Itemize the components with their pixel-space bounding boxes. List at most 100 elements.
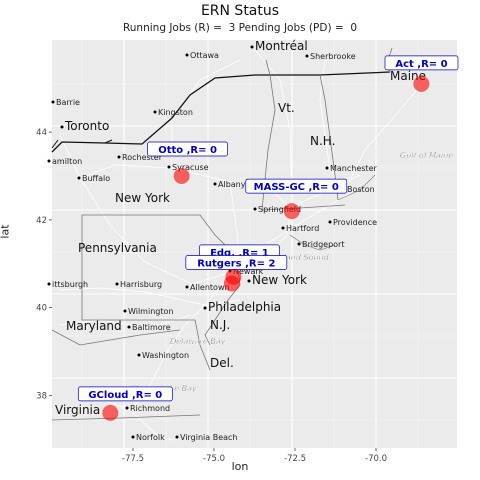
place-label-richmond: Richmond — [130, 404, 170, 413]
place-label-springfield: Springfield — [258, 205, 301, 214]
place-label-amilton: amilton — [52, 157, 82, 166]
place-label-virginia-beach: Virginia Beach — [180, 433, 238, 442]
city-dot — [60, 125, 64, 129]
site-label: MASS-GC ,R= 0 — [254, 182, 339, 193]
city-dot — [305, 54, 309, 58]
place-label-manchester: Manchester — [330, 164, 377, 173]
place-label-philadelphia: Philadelphia — [208, 300, 281, 314]
boundaries — [51, 47, 393, 421]
place-label-vt-: Vt. — [278, 101, 295, 115]
site-label: Act ,R= 0 — [395, 59, 447, 70]
city-dot — [125, 406, 129, 410]
place-label-ittsburgh: ittsburgh — [52, 280, 88, 289]
site-label: Edg. ,R= 1 — [210, 248, 269, 259]
city-dot — [47, 159, 51, 163]
site-marker[interactable] — [283, 203, 300, 220]
place-label-toronto: Toronto — [64, 119, 109, 133]
place-label-bridgeport: Bridgeport — [302, 240, 344, 249]
x-tick-label: -77.5 — [122, 454, 144, 464]
city-dot — [185, 285, 189, 289]
city-dot — [115, 282, 119, 286]
chart-subtitle: Running Jobs (R) = 3 Pending Jobs (PD) =… — [122, 22, 358, 34]
site-label-box — [185, 255, 288, 270]
site-label-box — [384, 55, 459, 71]
city-dot — [131, 435, 135, 439]
city-dot — [51, 100, 55, 104]
site-marker[interactable] — [223, 275, 240, 292]
place-label-hartford: Hartford — [286, 224, 319, 233]
city-dot — [117, 155, 121, 159]
place-label-norfolk: Norfolk — [136, 433, 165, 442]
site-marker[interactable] — [413, 75, 430, 92]
place-label-barrie: Barrie — [56, 98, 80, 107]
place-label-new-york: New York — [115, 191, 170, 205]
city-dot — [328, 220, 332, 224]
city-dot — [281, 226, 285, 230]
city-dot — [77, 176, 81, 180]
plot-panel — [52, 40, 457, 448]
x-tick-label: -75.0 — [203, 454, 225, 464]
y-axis-label: lat — [0, 224, 12, 239]
city-dot — [153, 110, 157, 114]
site-markers: Act ,R= 0 Otto ,R= 0 MASS-GC ,R= 0 Edg. ,R=… — [77, 55, 459, 421]
site-label-box — [245, 178, 348, 194]
city-dot — [297, 242, 301, 246]
place-label-rochester: Rochester — [122, 153, 163, 162]
site-label-box — [147, 141, 228, 157]
city-dot — [175, 435, 179, 439]
axes: -77.5 -75.0 -72.5 -70.0 38 40 42 44 — [36, 128, 387, 464]
y-tick-label: 40 — [36, 304, 47, 314]
site-label: Otto ,R= 0 — [158, 145, 217, 156]
site-label-box — [77, 386, 173, 402]
city-dot — [167, 165, 171, 169]
site-label: GCloud ,R= 0 — [88, 390, 162, 401]
place-label-washington: Washington — [142, 351, 189, 360]
city-dot — [47, 282, 51, 286]
place-label-buffalo: Buffalo — [82, 174, 110, 183]
place-label-long-island-sound: Long Island Sound — [255, 253, 330, 262]
city-dot — [325, 166, 329, 170]
city-dot — [250, 45, 254, 49]
place-label-albany: Albany — [218, 180, 246, 189]
site-label: Rutgers ,R= 2 — [197, 258, 275, 269]
x-tick-label: -72.5 — [284, 454, 306, 464]
place-label-ottawa: Ottawa — [190, 51, 219, 60]
place-label-wilmington: Wilmington — [128, 307, 173, 316]
place-label-baltimore: Baltimore — [132, 323, 171, 332]
site-marker[interactable] — [102, 404, 119, 421]
chart-title: ERN Status — [200, 3, 280, 19]
place-label-pennsylvania: Pennsylvania — [78, 241, 157, 255]
city-dot — [213, 182, 217, 186]
y-tick-label: 42 — [36, 216, 47, 226]
city-dot — [253, 207, 257, 211]
place-label-n-j-: N.J. — [210, 318, 230, 332]
place-label-n-h-: N.H. — [310, 134, 335, 148]
place-label-allentown: Allentown — [190, 283, 230, 292]
place-label-boston: Boston — [347, 185, 375, 194]
city-dot — [123, 309, 127, 313]
place-label-del-: Del. — [210, 356, 234, 370]
place-label-gulf-of-maine: Gulf of Maine — [400, 151, 453, 160]
x-axis-label: lon — [231, 460, 249, 473]
place-label-virginia: Virginia — [55, 403, 100, 417]
place-label-newark: Newark — [233, 267, 264, 276]
place-label-new-york: New York — [252, 273, 307, 287]
place-label-maryland: Maryland — [66, 319, 122, 333]
place-label-kingston: Kingston — [158, 108, 193, 117]
y-tick-label: 44 — [36, 128, 47, 138]
place-label-harrisburg: Harrisburg — [120, 280, 162, 289]
place-label-sherbrooke: Sherbrooke — [310, 52, 356, 61]
city-dot — [127, 325, 131, 329]
y-tick-label: 38 — [36, 391, 47, 401]
city-dot — [137, 353, 141, 357]
place-label-delaware-bay: Delaware Bay — [170, 337, 226, 346]
place-label-syracuse: Syracuse — [172, 163, 209, 172]
place-label-montr-al: Montréal — [255, 39, 308, 53]
site-marker[interactable] — [173, 168, 190, 184]
city-dot — [185, 53, 189, 57]
grid — [52, 40, 457, 448]
city-dot — [203, 306, 207, 310]
place-label-providence: Providence — [333, 218, 377, 227]
